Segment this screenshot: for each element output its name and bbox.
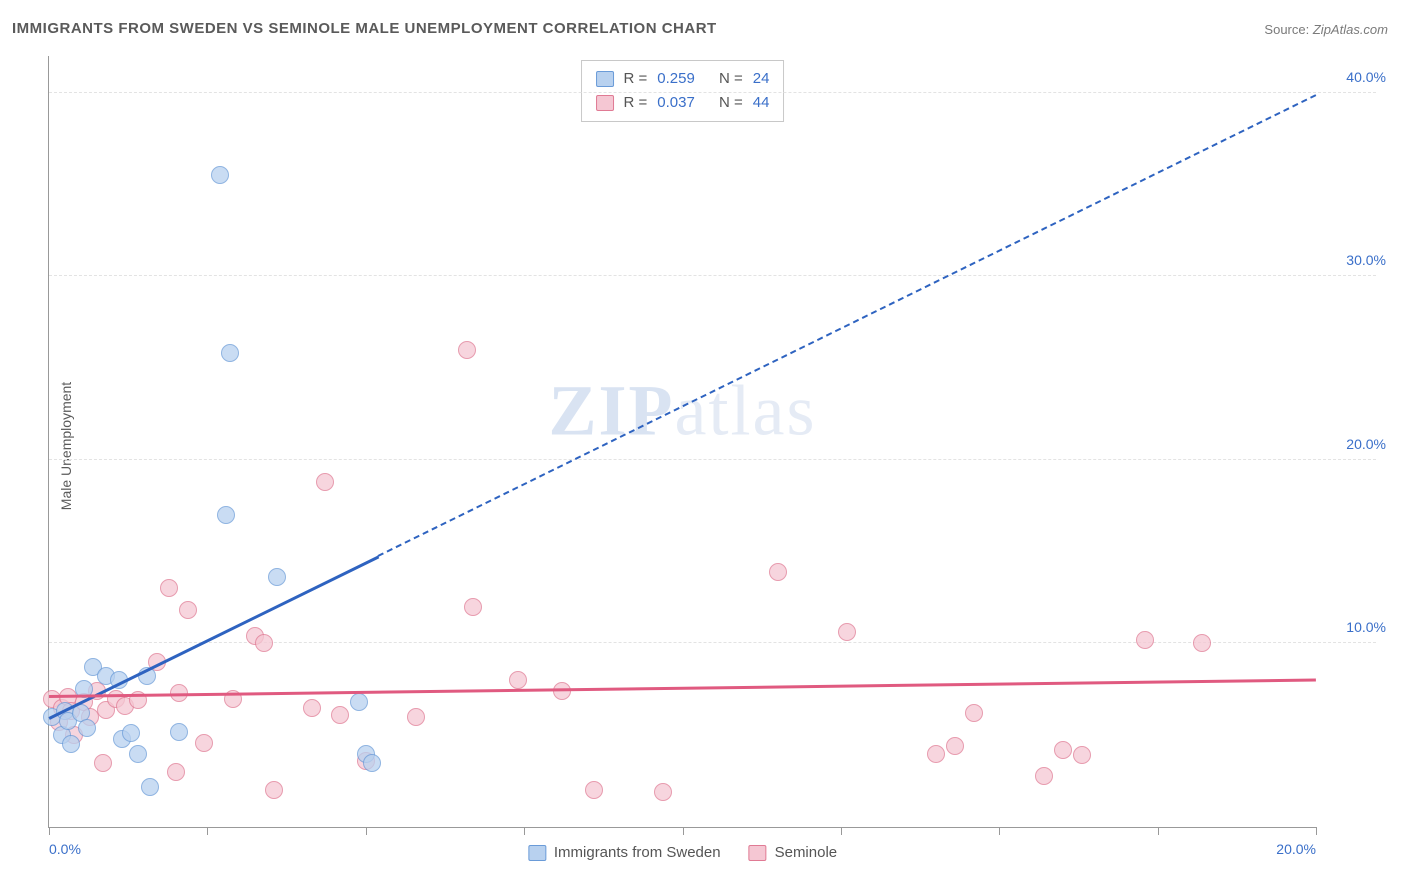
data-point-seminole: [464, 598, 482, 616]
data-point-seminole: [1136, 631, 1154, 649]
data-point-sweden: [122, 724, 140, 742]
data-point-sweden: [363, 754, 381, 772]
x-tick: [999, 827, 1000, 835]
trendline-seminole: [49, 678, 1316, 697]
data-point-seminole: [303, 699, 321, 717]
chart-source: Source: ZipAtlas.com: [1264, 22, 1388, 37]
r-label: R =: [624, 91, 648, 115]
watermark: ZIPatlas: [549, 369, 817, 452]
legend-item-sweden: Immigrants from Sweden: [528, 844, 721, 861]
x-tick-label: 0.0%: [49, 841, 81, 857]
legend-label-sweden: Immigrants from Sweden: [554, 844, 721, 861]
data-point-seminole: [654, 783, 672, 801]
data-point-seminole: [167, 763, 185, 781]
data-point-sweden: [211, 166, 229, 184]
data-point-seminole: [316, 473, 334, 491]
n-label: N =: [719, 67, 743, 91]
source-label: Source:: [1264, 22, 1309, 37]
data-point-sweden: [170, 723, 188, 741]
y-tick-label: 20.0%: [1346, 436, 1386, 452]
x-tick: [841, 827, 842, 835]
r-value-seminole: 0.037: [657, 91, 695, 115]
gridline: [49, 275, 1376, 276]
data-point-seminole: [179, 601, 197, 619]
x-tick: [1158, 827, 1159, 835]
data-point-seminole: [407, 708, 425, 726]
legend-item-seminole: Seminole: [749, 844, 838, 861]
y-tick-label: 10.0%: [1346, 619, 1386, 635]
x-tick: [524, 827, 525, 835]
r-value-sweden: 0.259: [657, 67, 695, 91]
data-point-seminole: [1054, 741, 1072, 759]
legend-stats-row-seminole: R = 0.037 N = 44: [596, 91, 770, 115]
data-point-seminole: [195, 734, 213, 752]
data-point-seminole: [331, 706, 349, 724]
chart-title: IMMIGRANTS FROM SWEDEN VS SEMINOLE MALE …: [12, 20, 717, 37]
gridline: [49, 459, 1376, 460]
x-tick: [1316, 827, 1317, 835]
data-point-sweden: [129, 745, 147, 763]
data-point-seminole: [585, 781, 603, 799]
data-point-seminole: [255, 634, 273, 652]
data-point-sweden: [141, 778, 159, 796]
swatch-seminole: [596, 95, 614, 111]
watermark-bold: ZIP: [549, 370, 675, 450]
source-value: ZipAtlas.com: [1313, 22, 1388, 37]
y-tick-label: 30.0%: [1346, 252, 1386, 268]
data-point-seminole: [509, 671, 527, 689]
gridline: [49, 92, 1376, 93]
correlation-chart: IMMIGRANTS FROM SWEDEN VS SEMINOLE MALE …: [0, 0, 1406, 892]
legend-series: Immigrants from Sweden Seminole: [528, 844, 837, 861]
data-point-seminole: [265, 781, 283, 799]
data-point-seminole: [927, 745, 945, 763]
x-tick: [683, 827, 684, 835]
n-value-seminole: 44: [753, 91, 770, 115]
data-point-sweden: [62, 735, 80, 753]
plot-area: ZIPatlas R = 0.259 N = 24 R = 0.037 N = …: [48, 56, 1316, 828]
swatch-sweden: [596, 71, 614, 87]
legend-label-seminole: Seminole: [775, 844, 838, 861]
data-point-seminole: [946, 737, 964, 755]
data-point-seminole: [1193, 634, 1211, 652]
r-label: R =: [624, 67, 648, 91]
data-point-sweden: [350, 693, 368, 711]
swatch-seminole: [749, 845, 767, 861]
data-point-seminole: [553, 682, 571, 700]
legend-stats-row-sweden: R = 0.259 N = 24: [596, 67, 770, 91]
x-tick: [366, 827, 367, 835]
x-tick: [49, 827, 50, 835]
data-point-seminole: [769, 563, 787, 581]
data-point-seminole: [94, 754, 112, 772]
x-tick: [207, 827, 208, 835]
n-value-sweden: 24: [753, 67, 770, 91]
swatch-sweden: [528, 845, 546, 861]
data-point-sweden: [221, 344, 239, 362]
data-point-seminole: [965, 704, 983, 722]
data-point-sweden: [78, 719, 96, 737]
data-point-sweden: [268, 568, 286, 586]
data-point-seminole: [838, 623, 856, 641]
data-point-seminole: [1073, 746, 1091, 764]
x-tick-label: 20.0%: [1276, 841, 1316, 857]
data-point-seminole: [160, 579, 178, 597]
data-point-seminole: [458, 341, 476, 359]
data-point-sweden: [217, 506, 235, 524]
data-point-seminole: [1035, 767, 1053, 785]
y-tick-label: 40.0%: [1346, 69, 1386, 85]
trendline-sweden-extrapolated: [378, 95, 1316, 558]
watermark-thin: atlas: [675, 370, 817, 450]
n-label: N =: [719, 91, 743, 115]
